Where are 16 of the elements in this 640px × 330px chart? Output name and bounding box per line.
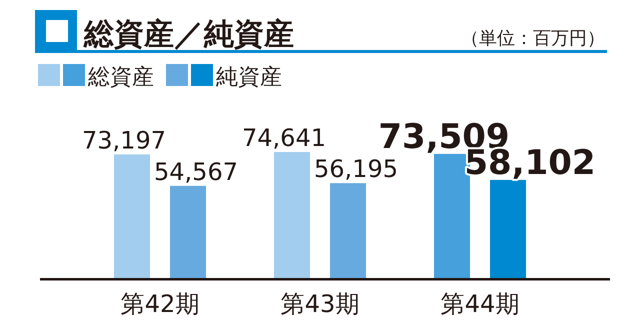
- legend-label: 総資産: [87, 65, 154, 90]
- data-label: 54,567: [154, 158, 238, 186]
- bar: [170, 186, 206, 278]
- data-label: 56,195: [314, 155, 398, 184]
- bar: [274, 152, 310, 278]
- x-tick-label: 第44期: [440, 290, 520, 318]
- bar: [114, 154, 150, 278]
- bar: [330, 183, 366, 278]
- text: （単位：百万円）: [461, 28, 605, 49]
- data-label: 74,641: [242, 124, 326, 152]
- chart-title: 総資産／純資産: [83, 17, 294, 52]
- x-tick-label: 第43期: [280, 290, 360, 318]
- legend-label: 純資産: [216, 65, 282, 90]
- bar: [490, 180, 526, 278]
- data-label: 73,197: [82, 126, 166, 154]
- x-tick-label: 第42期: [120, 290, 200, 318]
